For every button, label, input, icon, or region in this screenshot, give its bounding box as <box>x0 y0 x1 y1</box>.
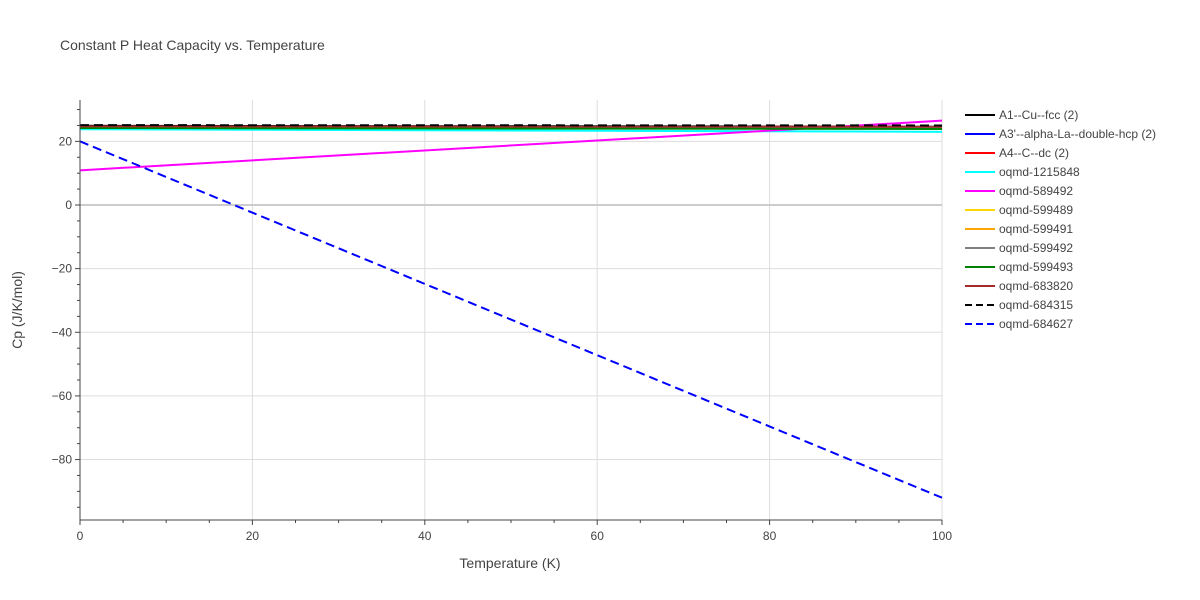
legend-label: oqmd-1215848 <box>999 165 1080 179</box>
legend-label: oqmd-599492 <box>999 241 1073 255</box>
series-line-9 <box>79 127 943 130</box>
y-tick-label: 0 <box>65 198 72 212</box>
y-tick-label: −80 <box>52 453 73 467</box>
legend-label: A4--C--dc (2) <box>999 146 1069 160</box>
y-tick-label: −40 <box>52 325 73 339</box>
x-axis: 0 20 40 60 80 100 <box>77 529 953 543</box>
y-axis: 20 0 −20 −40 −60 −80 <box>52 134 73 466</box>
plot-area <box>79 119 943 499</box>
legend-item: oqmd-683820 <box>965 279 1073 293</box>
x-tick-label: 60 <box>591 529 605 543</box>
chart-title: Constant P Heat Capacity vs. Temperature <box>60 37 325 53</box>
legend: A1--Cu--fcc (2) A3'--alpha-La--double-hcp… <box>965 108 1156 331</box>
grid <box>80 100 943 520</box>
legend-label: oqmd-589492 <box>999 184 1073 198</box>
legend-item: A4--C--dc (2) <box>965 146 1069 160</box>
x-tick-label: 100 <box>932 529 952 543</box>
legend-label: oqmd-683820 <box>999 279 1073 293</box>
x-tick-label: 0 <box>77 529 84 543</box>
legend-item: oqmd-684627 <box>965 317 1073 331</box>
legend-item: oqmd-589492 <box>965 184 1073 198</box>
legend-label: oqmd-599493 <box>999 260 1073 274</box>
y-axis-title: Cp (J/K/mol) <box>9 271 25 349</box>
legend-label: oqmd-599491 <box>999 222 1073 236</box>
legend-item: oqmd-599489 <box>965 203 1073 217</box>
series-line-4 <box>79 128 943 133</box>
legend-item: A3'--alpha-La--double-hcp (2) <box>965 127 1156 141</box>
y-tick-label: −60 <box>52 389 73 403</box>
axes <box>75 100 943 525</box>
legend-item: A1--Cu--fcc (2) <box>965 108 1078 122</box>
x-tick-label: 80 <box>763 529 777 543</box>
x-tick-label: 20 <box>246 529 260 543</box>
legend-item: oqmd-599493 <box>965 260 1073 274</box>
y-tick-label: 20 <box>59 134 73 148</box>
series-line-12 <box>79 140 943 499</box>
x-axis-title: Temperature (K) <box>459 555 560 571</box>
legend-label: A1--Cu--fcc (2) <box>999 108 1078 122</box>
legend-label: oqmd-684627 <box>999 317 1073 331</box>
legend-item: oqmd-1215848 <box>965 165 1080 179</box>
x-tick-label: 40 <box>418 529 432 543</box>
y-tick-label: −20 <box>52 262 73 276</box>
legend-item: oqmd-599492 <box>965 241 1073 255</box>
legend-label: oqmd-599489 <box>999 203 1073 217</box>
legend-label: A3'--alpha-La--double-hcp (2) <box>999 127 1156 141</box>
legend-item: oqmd-684315 <box>965 298 1073 312</box>
legend-item: oqmd-599491 <box>965 222 1073 236</box>
legend-label: oqmd-684315 <box>999 298 1073 312</box>
